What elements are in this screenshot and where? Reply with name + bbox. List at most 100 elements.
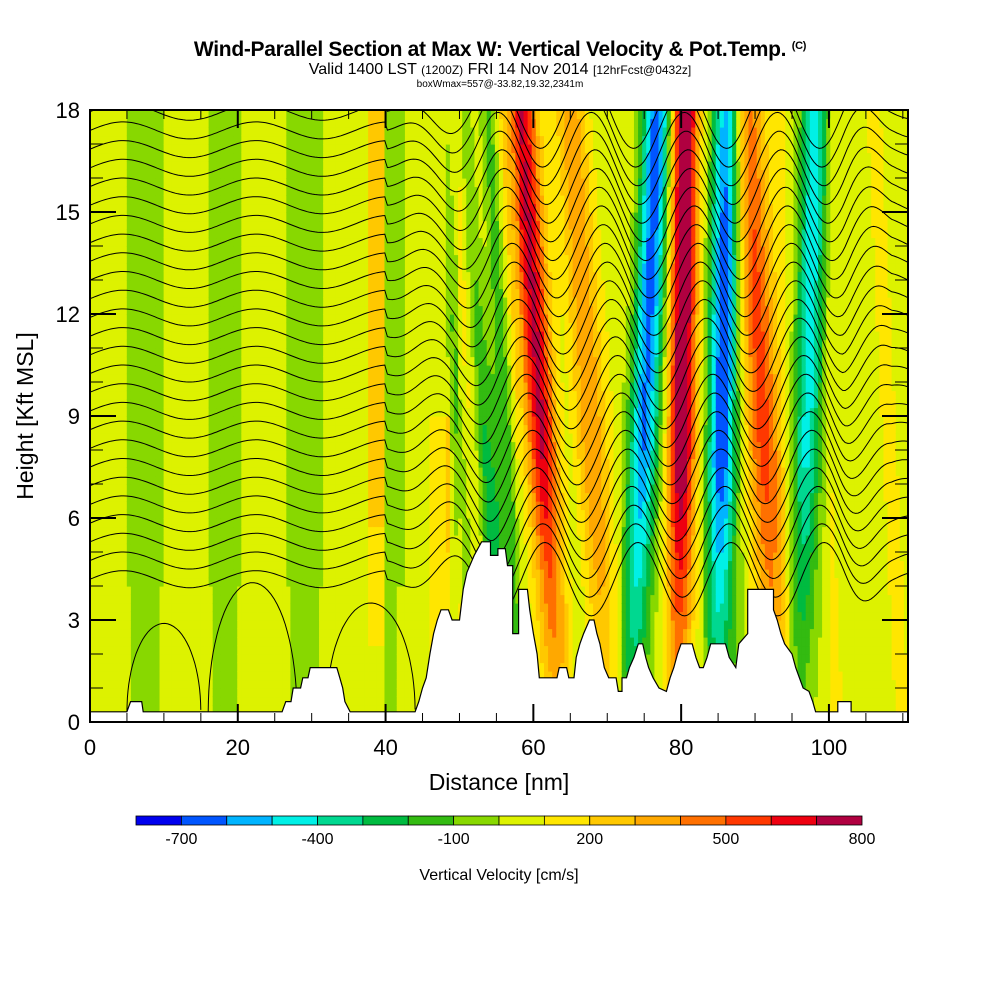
field-cell xyxy=(343,254,349,264)
field-cell xyxy=(302,586,308,596)
field-cell xyxy=(216,543,222,553)
field-cell xyxy=(364,110,369,120)
field-cell xyxy=(290,458,296,468)
field-cell xyxy=(323,399,328,409)
field-cell xyxy=(151,314,157,324)
field-cell xyxy=(94,186,99,196)
field-cell xyxy=(196,586,202,596)
field-cell xyxy=(94,407,99,417)
field-cell xyxy=(245,492,251,502)
field-cell xyxy=(351,535,357,545)
field-cell xyxy=(90,399,95,409)
field-cell xyxy=(118,237,124,247)
field-cell xyxy=(290,195,296,205)
field-cell xyxy=(331,322,336,332)
field-cell xyxy=(151,569,157,579)
field-cell xyxy=(310,195,316,205)
field-cell xyxy=(274,484,279,494)
field-cell xyxy=(188,186,193,196)
field-cell xyxy=(310,645,316,655)
field-cell xyxy=(364,169,369,179)
field-cell xyxy=(163,365,169,375)
field-cell xyxy=(106,331,112,341)
field-cell xyxy=(314,492,320,502)
field-cell xyxy=(294,135,300,145)
field-cell xyxy=(159,416,165,426)
valid-time-line: Valid 1400 LST (1200Z) FRI 14 Nov 2014 [… xyxy=(0,61,1000,79)
field-cell xyxy=(294,186,300,196)
field-cell xyxy=(294,178,300,188)
field-cell xyxy=(208,178,214,188)
field-cell xyxy=(208,288,214,298)
field-cell xyxy=(331,475,336,485)
field-cell xyxy=(290,424,296,434)
field-cell xyxy=(139,654,144,664)
field-cell xyxy=(274,169,279,179)
field-cell xyxy=(171,552,177,562)
field-cell xyxy=(249,152,255,162)
field-cell xyxy=(110,314,116,324)
field-cell xyxy=(294,144,300,154)
field-cell xyxy=(253,407,259,417)
field-cell xyxy=(188,178,193,188)
field-cell xyxy=(110,424,116,434)
field-cell xyxy=(257,263,263,273)
field-cell xyxy=(298,518,304,528)
field-cell xyxy=(339,654,345,664)
field-cell xyxy=(233,169,238,179)
field-cell xyxy=(130,628,136,638)
field-cell xyxy=(126,348,132,358)
field-cell xyxy=(339,297,345,307)
field-cell xyxy=(314,586,320,596)
field-cell xyxy=(372,543,377,553)
field-cell xyxy=(106,441,112,451)
field-cell xyxy=(257,594,263,604)
field-cell xyxy=(364,161,369,171)
field-cell xyxy=(368,577,373,587)
field-cell xyxy=(237,637,242,647)
field-cell xyxy=(290,552,296,562)
field-cell xyxy=(208,484,214,494)
field-cell xyxy=(208,161,214,171)
field-cell xyxy=(253,237,259,247)
field-cell xyxy=(359,501,365,511)
field-cell xyxy=(171,611,177,621)
field-cell xyxy=(286,492,292,502)
field-cell xyxy=(351,152,357,162)
field-cell xyxy=(274,620,279,630)
field-cell xyxy=(294,331,300,341)
field-cell xyxy=(282,603,287,613)
field-cell xyxy=(278,569,283,579)
field-cell xyxy=(355,237,361,247)
field-cell xyxy=(216,305,222,315)
field-cell xyxy=(249,212,255,222)
field-cell xyxy=(167,569,173,579)
field-cell xyxy=(208,356,214,366)
field-cell xyxy=(212,645,218,655)
field-cell xyxy=(327,399,332,409)
field-cell xyxy=(175,280,181,290)
field-cell xyxy=(241,288,247,298)
field-cell xyxy=(249,356,255,366)
field-cell xyxy=(110,535,116,545)
field-cell xyxy=(102,450,107,460)
field-cell xyxy=(347,127,353,137)
field-cell xyxy=(319,654,324,664)
field-cell xyxy=(269,543,275,553)
field-cell xyxy=(343,186,349,196)
field-cell xyxy=(118,356,124,366)
field-cell xyxy=(294,424,300,434)
field-cell xyxy=(134,271,140,281)
field-cell xyxy=(261,271,267,281)
field-cell xyxy=(306,382,312,392)
field-cell xyxy=(335,441,341,451)
field-cell xyxy=(290,433,296,443)
field-cell xyxy=(179,620,185,630)
field-cell xyxy=(282,467,287,477)
field-cell xyxy=(167,705,173,715)
field-cell xyxy=(265,195,271,205)
field-cell xyxy=(143,263,148,273)
field-cell xyxy=(167,169,173,179)
field-cell xyxy=(355,620,361,630)
field-cell xyxy=(134,594,140,604)
